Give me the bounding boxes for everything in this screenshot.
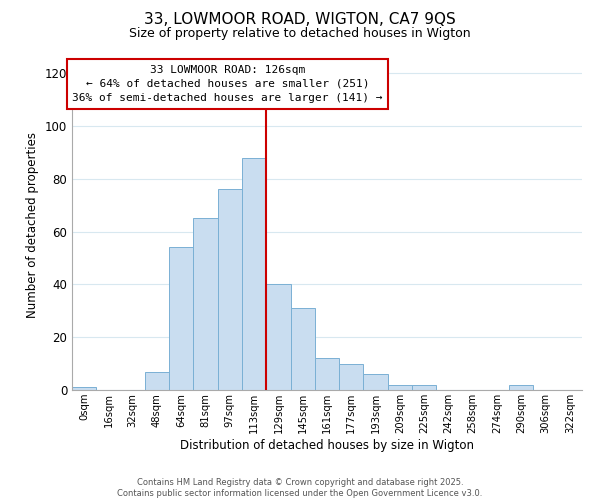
Text: 33, LOWMOOR ROAD, WIGTON, CA7 9QS: 33, LOWMOOR ROAD, WIGTON, CA7 9QS (144, 12, 456, 28)
Bar (388, 384, 412, 390)
Bar (169, 248, 193, 390)
Bar (266, 284, 290, 390)
X-axis label: Distribution of detached houses by size in Wigton: Distribution of detached houses by size … (180, 438, 474, 452)
Text: Size of property relative to detached houses in Wigton: Size of property relative to detached ho… (129, 28, 471, 40)
Y-axis label: Number of detached properties: Number of detached properties (26, 132, 39, 318)
Bar (242, 158, 266, 390)
Bar (193, 218, 218, 390)
Bar (290, 308, 315, 390)
Bar (145, 372, 169, 390)
Bar (364, 374, 388, 390)
Bar (339, 364, 364, 390)
Bar (509, 384, 533, 390)
Bar (218, 190, 242, 390)
Bar (72, 388, 96, 390)
Text: Contains HM Land Registry data © Crown copyright and database right 2025.
Contai: Contains HM Land Registry data © Crown c… (118, 478, 482, 498)
Bar (315, 358, 339, 390)
Text: 33 LOWMOOR ROAD: 126sqm
← 64% of detached houses are smaller (251)
36% of semi-d: 33 LOWMOOR ROAD: 126sqm ← 64% of detache… (72, 65, 383, 103)
Bar (412, 384, 436, 390)
